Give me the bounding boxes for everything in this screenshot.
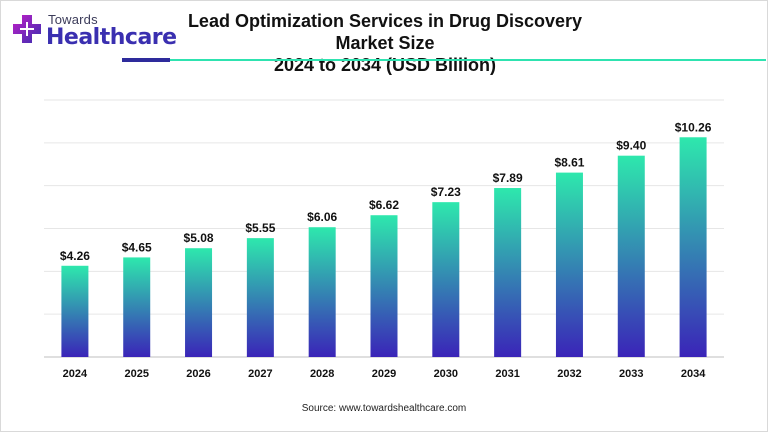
x-tick-label-2031: 2031 [495, 368, 519, 380]
header-rule-line [170, 59, 766, 61]
x-axis: 2024 2025 2026 2027 2028 2029 2030 2031 2032 2033… [63, 368, 707, 380]
x-tick-label-2027: 2027 [248, 368, 272, 380]
medical-cross-icon [13, 15, 41, 43]
value-label-2031: $7.89 [493, 171, 523, 185]
bar-2026 [185, 248, 213, 357]
x-tick-label-2025: 2025 [124, 368, 148, 380]
value-label-2027: $5.55 [245, 221, 275, 235]
x-tick-label-2029: 2029 [372, 368, 396, 380]
value-label-2032: $8.61 [554, 156, 584, 170]
value-label-2034: $10.26 [675, 120, 712, 134]
bars [61, 137, 707, 357]
source-note: Source: www.towardshealthcare.com [301, 403, 467, 414]
bar-2029 [370, 215, 398, 357]
value-labels: $4.26 $4.65 $5.08 $5.55 $6.06 $6.62 $7.23 $7.89… [60, 120, 712, 263]
value-label-2029: $6.62 [369, 198, 399, 212]
bar-2024 [61, 265, 89, 357]
bar-2031 [494, 188, 522, 357]
bar-2027 [246, 238, 274, 357]
header-rule-accent [122, 58, 170, 62]
brand-logo: Towards Healthcare [12, 8, 177, 54]
x-tick-label-2033: 2033 [619, 368, 643, 380]
value-label-2025: $4.65 [122, 240, 152, 254]
value-label-2024: $4.26 [60, 249, 90, 263]
x-tick-label-2024: 2024 [63, 368, 88, 380]
value-label-2030: $7.23 [431, 185, 461, 199]
bar-2033 [617, 155, 645, 357]
value-label-2033: $9.40 [616, 139, 646, 153]
value-label-2028: $6.06 [307, 210, 337, 224]
bar-2030 [432, 202, 460, 357]
bar-2032 [555, 172, 583, 357]
bar-2034 [679, 137, 707, 357]
x-tick-label-2028: 2028 [310, 368, 334, 380]
x-tick-label-2030: 2030 [434, 368, 458, 380]
chart-title-line-1: Lead Optimization Services in Drug Disco… [187, 11, 583, 53]
logo-text-healthcare: Healthcare [46, 25, 177, 50]
bar-2028 [308, 227, 336, 357]
x-tick-label-2034: 2034 [681, 368, 706, 380]
value-label-2026: $5.08 [184, 231, 214, 245]
logo-text-towards: Towards [48, 12, 98, 27]
x-tick-label-2032: 2032 [557, 368, 581, 380]
x-tick-label-2026: 2026 [186, 368, 210, 380]
bar-2025 [123, 257, 151, 357]
